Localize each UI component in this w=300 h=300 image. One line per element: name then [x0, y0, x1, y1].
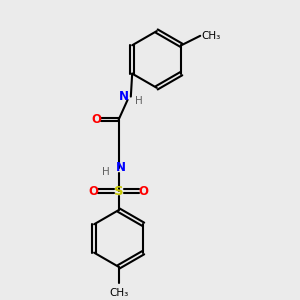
Text: N: N — [116, 160, 126, 174]
Text: O: O — [91, 113, 101, 126]
Text: H: H — [102, 167, 110, 177]
Text: O: O — [88, 185, 98, 198]
Text: CH₃: CH₃ — [109, 288, 128, 298]
Text: N: N — [119, 90, 129, 103]
Text: O: O — [139, 185, 149, 198]
Text: H: H — [134, 97, 142, 106]
Text: CH₃: CH₃ — [202, 31, 221, 41]
Text: S: S — [114, 185, 124, 198]
